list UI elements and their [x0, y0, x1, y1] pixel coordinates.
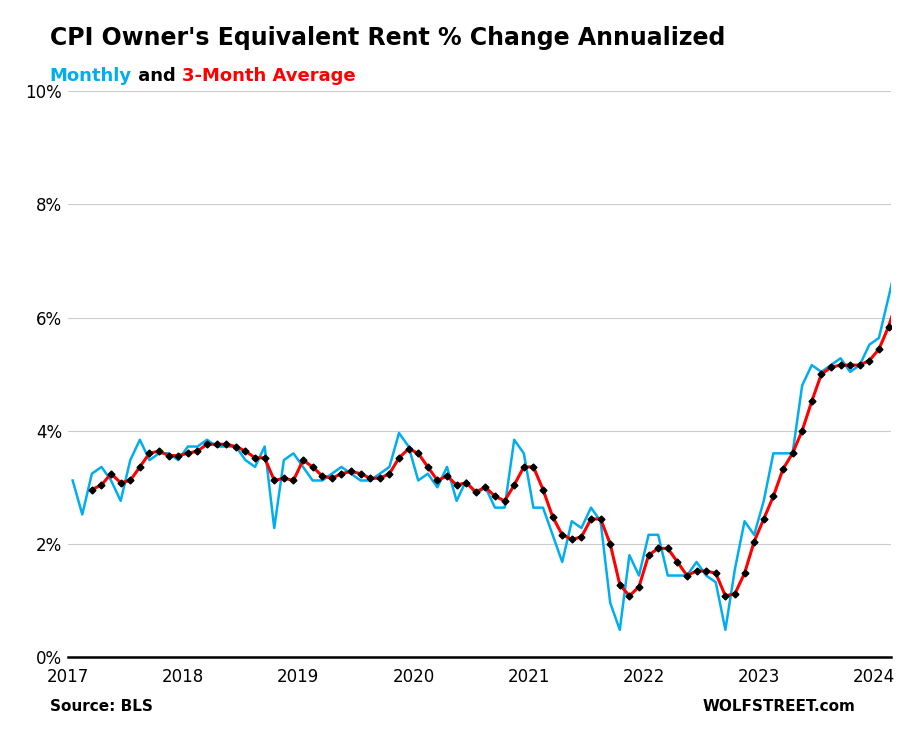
Text: 3-Month Average: 3-Month Average [182, 67, 356, 85]
Text: Source: BLS: Source: BLS [50, 699, 153, 714]
Text: CPI Owner's Equivalent Rent % Change Annualized: CPI Owner's Equivalent Rent % Change Ann… [50, 26, 725, 50]
Text: WOLFSTREET.com: WOLFSTREET.com [702, 699, 855, 714]
Text: and: and [132, 67, 182, 85]
Text: Monthly: Monthly [50, 67, 132, 85]
